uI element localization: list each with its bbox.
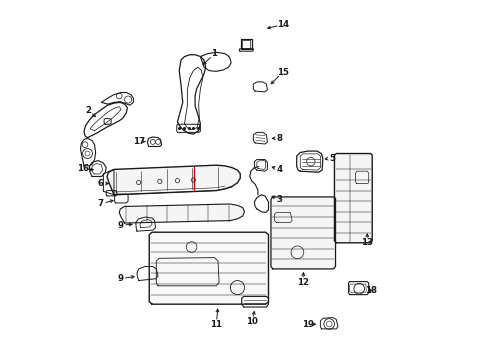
Text: 2: 2 <box>85 105 91 114</box>
Polygon shape <box>119 204 244 223</box>
Text: 14: 14 <box>276 20 288 29</box>
Text: 18: 18 <box>364 285 376 294</box>
Text: 11: 11 <box>210 320 222 329</box>
Text: 17: 17 <box>133 137 145 146</box>
Polygon shape <box>270 197 335 269</box>
Text: 9: 9 <box>117 221 123 230</box>
Text: 16: 16 <box>77 164 89 173</box>
Text: 1: 1 <box>211 49 217 58</box>
Text: 7: 7 <box>97 199 103 208</box>
Polygon shape <box>334 154 371 243</box>
Text: 12: 12 <box>296 278 308 287</box>
Polygon shape <box>149 232 268 304</box>
Text: 6: 6 <box>98 179 103 188</box>
Text: 4: 4 <box>276 165 282 174</box>
Text: 9: 9 <box>117 274 123 283</box>
Text: 13: 13 <box>361 238 372 247</box>
Polygon shape <box>107 165 240 195</box>
Text: 10: 10 <box>246 317 258 326</box>
Text: 5: 5 <box>328 154 334 163</box>
Text: 19: 19 <box>302 320 313 329</box>
Text: 8: 8 <box>276 134 282 143</box>
Text: 15: 15 <box>276 68 288 77</box>
Text: 3: 3 <box>276 195 282 204</box>
